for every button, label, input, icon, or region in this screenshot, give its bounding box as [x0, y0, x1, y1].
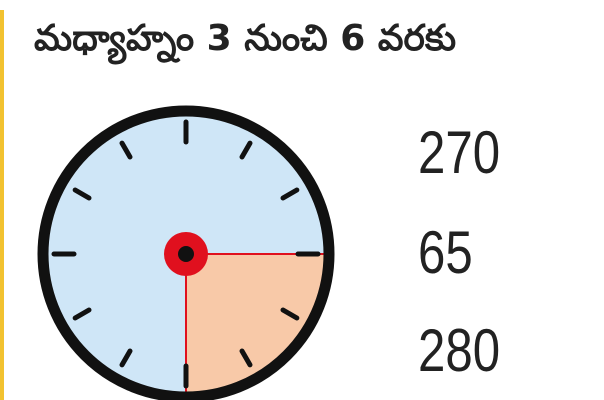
hour-tick — [72, 307, 92, 321]
hour-tick — [239, 140, 253, 160]
clock-rim — [37, 105, 335, 400]
hour-tick — [280, 187, 300, 201]
value-3: 280 — [418, 317, 501, 384]
title: మధ్యాహ్నం 3 నుంచి 6 వరకు — [34, 18, 457, 59]
hour-tick — [239, 348, 253, 368]
value-2: 65 — [418, 219, 473, 286]
hour-ticks — [51, 119, 321, 389]
highlight-quadrant — [186, 254, 328, 396]
hour-tick — [72, 187, 92, 201]
value-1: 270 — [418, 119, 501, 186]
hour-tick — [119, 348, 133, 368]
center-dot — [178, 246, 194, 262]
hour-tick — [280, 307, 300, 321]
accent-edge-bar — [0, 10, 4, 400]
hour-tick — [119, 140, 133, 160]
